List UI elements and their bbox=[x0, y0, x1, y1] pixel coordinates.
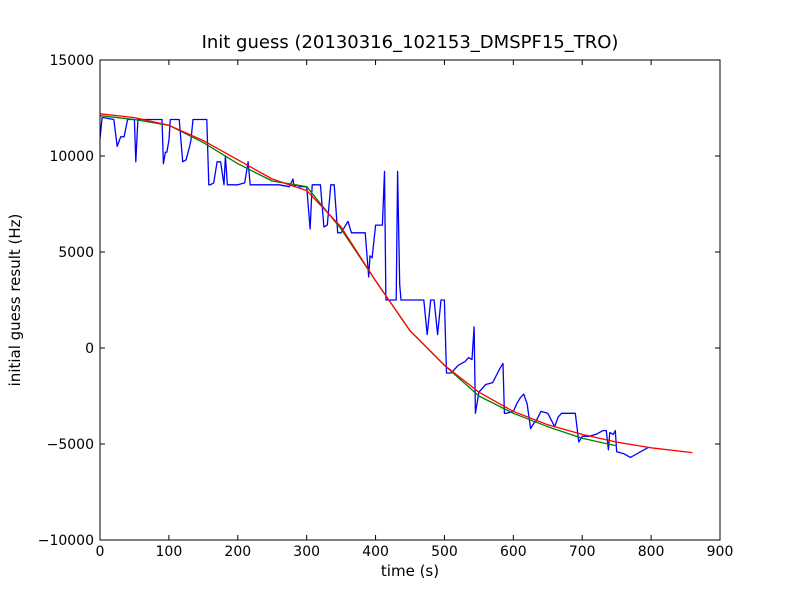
tick-layer: 0 100 200 300 400 500 600 700 800 900 −10000 −5000 0… bbox=[38, 53, 734, 560]
y-axis-label: initial guess result (Hz) bbox=[6, 214, 24, 387]
x-tick-label: 800 bbox=[638, 544, 665, 560]
series-layer bbox=[100, 113, 693, 459]
series-fit-red-line bbox=[100, 113, 693, 454]
x-tick-label: 900 bbox=[707, 544, 734, 560]
x-tick-label: 700 bbox=[569, 544, 596, 560]
x-axis-label: time (s) bbox=[381, 562, 439, 580]
chart-title: Init guess (20130316_102153_DMSPF15_TRO) bbox=[202, 32, 619, 53]
x-tick-label: 100 bbox=[156, 544, 183, 560]
y-tick-label: −10000 bbox=[38, 533, 94, 549]
y-tick-label: 15000 bbox=[49, 53, 94, 69]
x-tick-label: 200 bbox=[224, 544, 251, 560]
x-tick-label: 600 bbox=[500, 544, 527, 560]
x-tick-label: 400 bbox=[362, 544, 389, 560]
plot-frame bbox=[99, 59, 721, 541]
x-tick-label: 0 bbox=[96, 544, 105, 560]
y-tick-label: 5000 bbox=[58, 245, 94, 261]
x-tick-label: 500 bbox=[431, 544, 458, 560]
series-measured-line bbox=[100, 116, 649, 459]
y-tick-label: −5000 bbox=[47, 437, 94, 453]
y-tick-label: 10000 bbox=[49, 149, 94, 165]
x-tick-label: 300 bbox=[293, 544, 320, 560]
y-tick-label: 0 bbox=[85, 341, 94, 357]
